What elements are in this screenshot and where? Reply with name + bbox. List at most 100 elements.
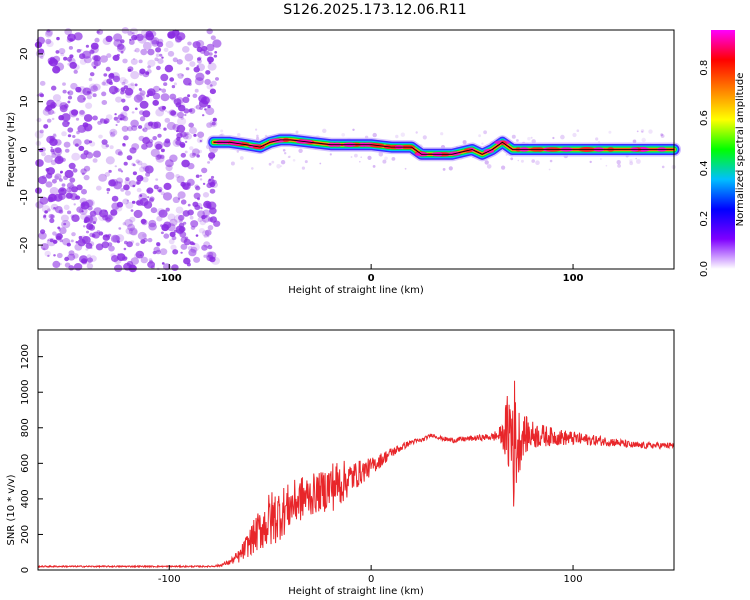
noise-speckle [99, 55, 109, 63]
noise-speckle [287, 156, 290, 159]
noise-speckle [322, 128, 327, 133]
noise-speckle [181, 159, 190, 168]
noise-speckle [171, 264, 179, 271]
noise-speckle [89, 214, 94, 218]
noise-speckle [105, 35, 113, 42]
noise-speckle [127, 223, 135, 231]
noise-speckle [197, 131, 205, 138]
noise-speckle [165, 40, 174, 49]
noise-speckle [180, 236, 188, 243]
noise-speckle [160, 231, 164, 235]
noise-speckle [138, 125, 143, 129]
noise-speckle [164, 110, 168, 112]
noise-speckle [636, 159, 641, 164]
noise-speckle [133, 209, 143, 219]
noise-speckle [52, 111, 56, 114]
noise-speckle [184, 53, 194, 62]
noise-speckle [173, 82, 177, 86]
noise-speckle [155, 249, 161, 255]
noise-speckle [483, 130, 487, 135]
noise-speckle [103, 120, 108, 124]
noise-speckle [176, 228, 184, 235]
noise-speckle [208, 52, 213, 56]
noise-speckle [520, 159, 524, 163]
noise-speckle [199, 178, 203, 181]
noise-speckle [199, 219, 207, 226]
noise-speckle [160, 148, 165, 153]
y-tick-label: 0 [19, 146, 30, 152]
noise-speckle [108, 73, 115, 79]
noise-speckle [66, 242, 71, 247]
noise-speckle [38, 232, 47, 240]
noise-speckle [641, 137, 646, 143]
noise-speckle [180, 243, 188, 250]
noise-speckle [139, 68, 146, 75]
noise-speckle [49, 238, 54, 243]
noise-speckle [134, 83, 138, 87]
noise-speckle [202, 209, 211, 217]
noise-speckle [629, 161, 634, 166]
noise-speckle [164, 138, 171, 144]
noise-speckle [86, 90, 90, 94]
noise-speckle [63, 175, 69, 181]
noise-speckle [163, 182, 172, 190]
noise-speckle [182, 96, 190, 104]
noise-speckle [132, 32, 135, 35]
noise-speckle [177, 191, 186, 199]
noise-speckle [187, 94, 191, 98]
noise-speckle [237, 133, 241, 137]
noise-speckle [549, 159, 553, 163]
noise-speckle [133, 94, 143, 103]
noise-speckle [130, 82, 135, 87]
noise-speckle [177, 197, 181, 200]
noise-speckle [80, 201, 90, 210]
noise-speckle [210, 80, 217, 87]
noise-speckles [34, 27, 676, 273]
noise-speckle [201, 167, 208, 174]
noise-speckle [372, 165, 376, 168]
noise-speckle [197, 210, 206, 218]
noise-speckle [148, 197, 154, 203]
noise-speckle [105, 66, 111, 72]
noise-speckle [50, 146, 53, 149]
noise-speckle [41, 232, 45, 235]
noise-speckle [505, 153, 508, 156]
noise-speckle [137, 160, 143, 166]
noise-speckle [199, 49, 206, 54]
noise-speckle [161, 262, 165, 265]
noise-speckle [632, 139, 637, 144]
noise-speckle [105, 114, 113, 121]
noise-speckle [123, 184, 130, 191]
noise-speckle [59, 239, 63, 243]
y-tick-label: 20 [19, 48, 30, 61]
noise-speckle [149, 260, 154, 264]
noise-speckle [130, 58, 138, 65]
noise-speckle [159, 154, 165, 159]
noise-speckle [132, 58, 136, 60]
noise-speckle [171, 85, 176, 89]
noise-speckle [62, 238, 71, 246]
noise-speckle [205, 70, 211, 75]
noise-speckle [298, 148, 303, 153]
noise-speckle [130, 119, 139, 128]
noise-speckle [50, 159, 57, 166]
noise-speckle [159, 105, 166, 112]
noise-speckle [256, 136, 260, 141]
noise-speckle [39, 93, 45, 98]
noise-speckle [42, 175, 47, 179]
noise-speckle [193, 192, 201, 199]
noise-speckle [47, 254, 50, 257]
noise-speckle [67, 95, 73, 100]
noise-speckle [67, 91, 70, 94]
noise-speckle [184, 132, 189, 136]
noise-speckle [60, 52, 65, 57]
noise-speckle [153, 250, 157, 255]
y-tick-label: -10 [19, 189, 30, 205]
noise-speckle [184, 113, 187, 117]
noise-speckle [164, 117, 171, 123]
noise-speckle [442, 168, 446, 171]
noise-speckle [161, 56, 164, 59]
noise-speckle [535, 160, 540, 165]
noise-speckle [55, 100, 63, 107]
noise-speckle [64, 148, 70, 153]
